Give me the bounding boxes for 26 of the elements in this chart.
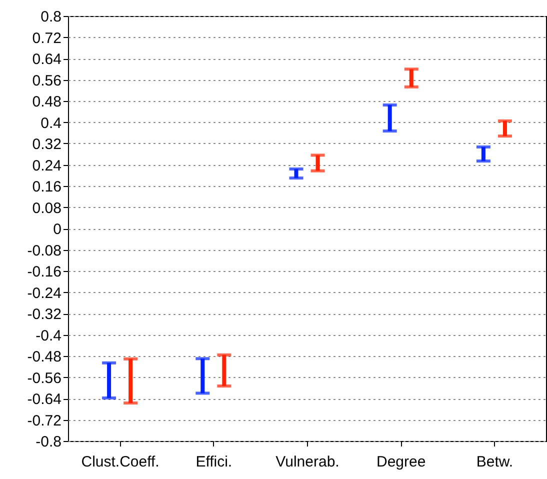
y-tick-label: -0.32 — [27, 306, 62, 323]
y-tick-label: -0.24 — [27, 284, 62, 302]
y-tick-label: -0.4 — [36, 327, 62, 344]
y-tick-label: -0.08 — [27, 242, 62, 260]
x-tick-label: Clust.Coeff. — [81, 454, 160, 470]
x-tick-label: Betw. — [476, 454, 514, 470]
x-tick-label: Degree — [376, 454, 426, 470]
y-tick-label: 0.64 — [32, 51, 62, 68]
y-tick-label: -0.72 — [27, 412, 62, 430]
y-tick-label: -0.16 — [27, 264, 62, 280]
y-tick-label: 0.32 — [32, 136, 62, 153]
y-tick-label: 0 — [53, 221, 62, 238]
y-tick-label: -0.8 — [36, 434, 62, 450]
y-tick-label: 0.08 — [32, 200, 62, 217]
y-tick-label: 0.4 — [40, 114, 62, 132]
y-tick-label: -0.48 — [27, 348, 62, 366]
x-tick-label: Vulnerab. — [276, 454, 340, 470]
y-tick-label: 0.72 — [32, 30, 62, 47]
y-tick-label: 0.16 — [32, 178, 62, 196]
y-tick-label: 0.8 — [40, 8, 62, 26]
y-tick-label: -0.64 — [27, 391, 62, 408]
y-tick-label: 0.24 — [32, 157, 62, 174]
y-tick-label: 0.56 — [32, 72, 62, 90]
y-tick-label: 0.48 — [32, 94, 62, 110]
x-tick-label: Effici. — [196, 454, 232, 470]
y-tick-label: -0.56 — [27, 370, 62, 387]
